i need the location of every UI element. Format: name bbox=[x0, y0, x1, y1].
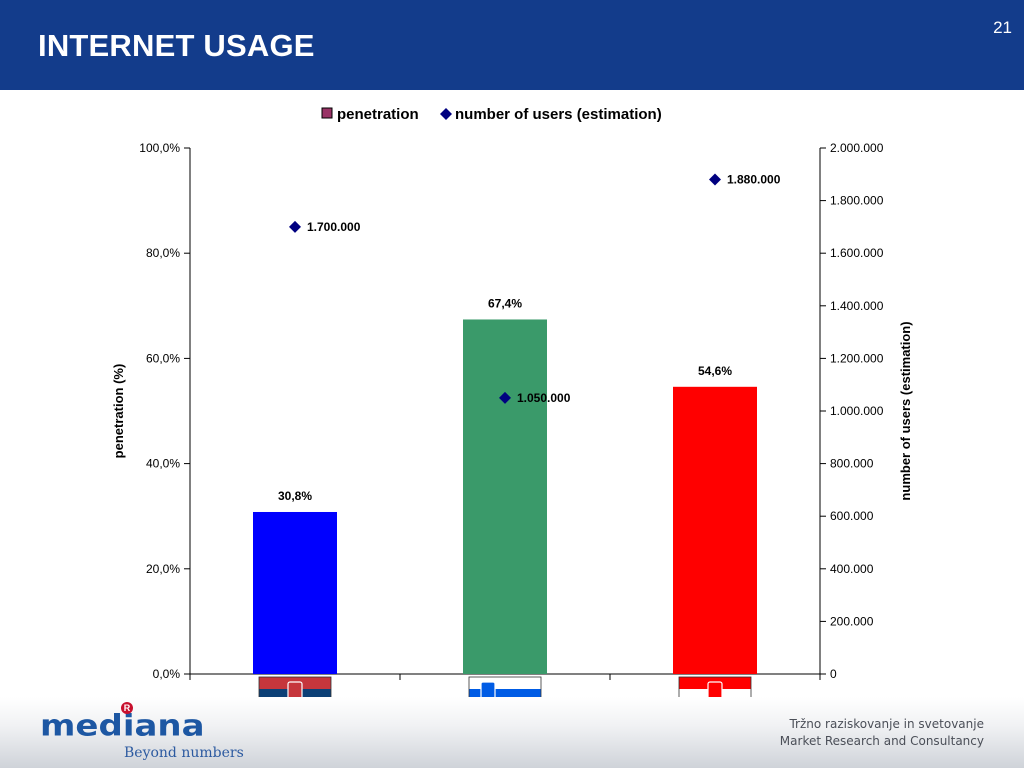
users-marker-serbia bbox=[289, 220, 301, 233]
users-marker-slovenia bbox=[499, 391, 511, 404]
bar-slovenia bbox=[463, 319, 547, 674]
bar-data-label: 30,8% bbox=[278, 489, 312, 503]
y-tick-label-right: 600.000 bbox=[830, 509, 874, 523]
users-marker-croatia bbox=[709, 173, 721, 186]
y-tick-label-left: 60,0% bbox=[146, 351, 180, 365]
legend-marker-users bbox=[440, 108, 452, 120]
registered-mark-icon: R bbox=[121, 702, 133, 714]
users-data-label: 1.700.000 bbox=[307, 220, 361, 234]
slovenia-flag-icon bbox=[468, 676, 542, 697]
y-tick-label-right: 1.600.000 bbox=[830, 246, 884, 260]
slide-title: INTERNET USAGE bbox=[38, 28, 315, 63]
y-tick-label-left: 20,0% bbox=[146, 562, 180, 576]
bar-data-label: 67,4% bbox=[488, 296, 522, 310]
legend-label-penetration: penetration bbox=[337, 106, 419, 123]
y-tick-label-right: 800.000 bbox=[830, 457, 874, 471]
legend-label-users: number of users (estimation) bbox=[455, 106, 662, 123]
y-tick-label-right: 200.000 bbox=[830, 614, 874, 628]
bar-croatia bbox=[673, 386, 757, 674]
y-tick-label-left: 40,0% bbox=[146, 457, 180, 471]
serbia-flag-icon bbox=[258, 676, 332, 697]
y-tick-label-right: 1.200.000 bbox=[830, 351, 884, 365]
mediana-logo: mediana bbox=[40, 709, 205, 743]
slide-number: 21 bbox=[993, 18, 1012, 37]
bar-serbia bbox=[253, 511, 337, 674]
y-tick-label-left: 100,0% bbox=[139, 141, 180, 155]
slide-footer: mediana R Beyond numbers Tržno raziskova… bbox=[0, 697, 1024, 768]
bar-data-label: 54,6% bbox=[698, 364, 732, 378]
y-axis-title-left: penetration (%) bbox=[111, 364, 126, 459]
legend-swatch-penetration bbox=[321, 107, 333, 119]
y-axis-title-right: number of users (estimation) bbox=[898, 321, 913, 500]
y-tick-label-right: 1.800.000 bbox=[830, 194, 884, 208]
croatia-flag-icon bbox=[678, 676, 752, 697]
y-tick-label-left: 0,0% bbox=[153, 667, 181, 681]
logo-tagline: Beyond numbers bbox=[124, 745, 244, 761]
internet-usage-chart: 0,0% 20,0% 40,0% 60,0% 80,0% 100,0% 0 200.000 40… bbox=[111, 106, 913, 697]
y-tick-label-right: 2.000.000 bbox=[830, 141, 884, 155]
y-tick-label-right: 0 bbox=[830, 667, 837, 681]
footer-company-line-en: Market Research and Consultancy bbox=[779, 734, 984, 748]
y-tick-label-right: 400.000 bbox=[830, 562, 874, 576]
y-tick-label-right: 1.400.000 bbox=[830, 299, 884, 313]
users-data-label: 1.880.000 bbox=[727, 173, 781, 187]
y-tick-label-left: 80,0% bbox=[146, 246, 180, 260]
slide-header: INTERNET USAGE 21 bbox=[0, 0, 1024, 90]
users-data-label: 1.050.000 bbox=[517, 391, 571, 405]
y-tick-label-right: 1.000.000 bbox=[830, 404, 884, 418]
footer-company-line-sl: Tržno raziskovanje in svetovanje bbox=[789, 717, 984, 731]
